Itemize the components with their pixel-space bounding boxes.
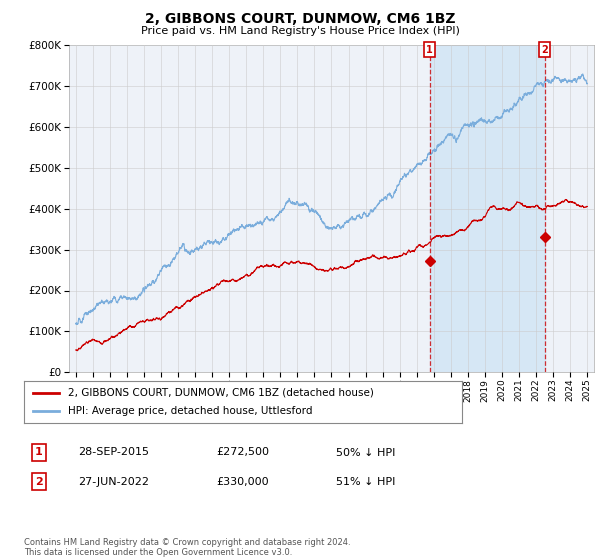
- Text: 2, GIBBONS COURT, DUNMOW, CM6 1BZ (detached house): 2, GIBBONS COURT, DUNMOW, CM6 1BZ (detac…: [68, 388, 374, 398]
- Text: £272,500: £272,500: [216, 447, 269, 458]
- Text: 2: 2: [35, 477, 43, 487]
- Text: 2: 2: [541, 45, 548, 55]
- Text: Contains HM Land Registry data © Crown copyright and database right 2024.
This d: Contains HM Land Registry data © Crown c…: [24, 538, 350, 557]
- Text: £330,000: £330,000: [216, 477, 269, 487]
- Text: 1: 1: [35, 447, 43, 458]
- Text: 27-JUN-2022: 27-JUN-2022: [78, 477, 149, 487]
- Text: 51% ↓ HPI: 51% ↓ HPI: [336, 477, 395, 487]
- Text: 1: 1: [426, 45, 433, 55]
- Text: Price paid vs. HM Land Registry's House Price Index (HPI): Price paid vs. HM Land Registry's House …: [140, 26, 460, 36]
- Text: 2, GIBBONS COURT, DUNMOW, CM6 1BZ: 2, GIBBONS COURT, DUNMOW, CM6 1BZ: [145, 12, 455, 26]
- Text: 50% ↓ HPI: 50% ↓ HPI: [336, 447, 395, 458]
- Text: HPI: Average price, detached house, Uttlesford: HPI: Average price, detached house, Uttl…: [68, 406, 313, 416]
- Text: 28-SEP-2015: 28-SEP-2015: [78, 447, 149, 458]
- Bar: [430, 45, 545, 372]
